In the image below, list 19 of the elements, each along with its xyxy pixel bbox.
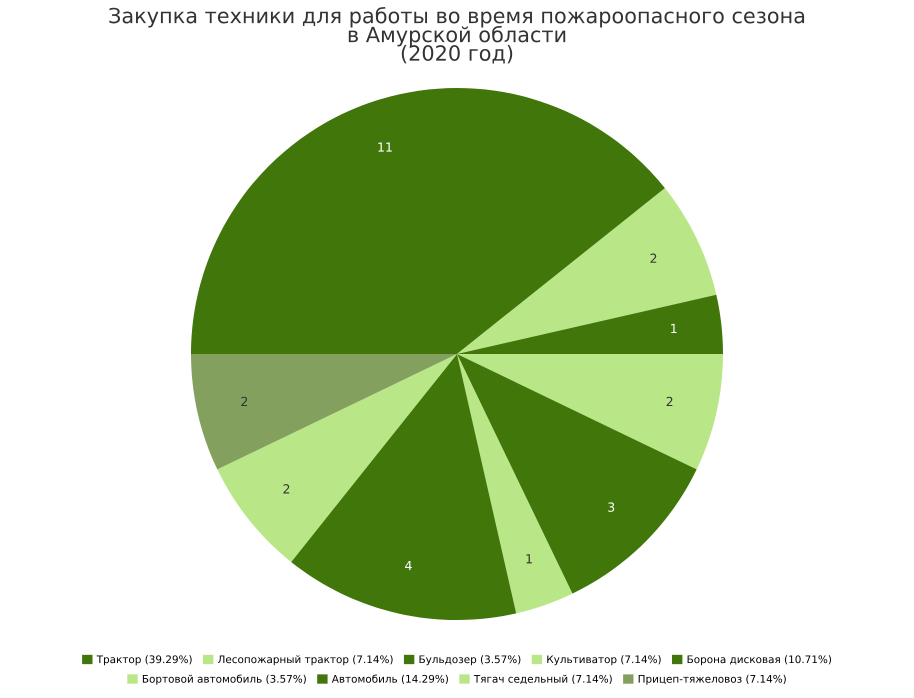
legend-label: Автомобиль (14.29%) <box>332 674 448 684</box>
data-label: 11 <box>378 142 392 152</box>
legend-label: Лесопожарный трактор (7.14%) <box>218 655 393 666</box>
legend-label: Бортовой автомобиль (3.57%) <box>142 674 306 685</box>
legend-label: Прицеп-тяжеловоз (7.14%) <box>638 674 786 685</box>
data-label: 1 <box>671 324 677 334</box>
data-label: 2 <box>283 484 290 494</box>
data-label: 4 <box>405 560 412 570</box>
legend-label: Культиватор (7.14%) <box>547 655 661 666</box>
legend-label: Трактор (39.29%) <box>96 655 192 666</box>
data-label: 2 <box>666 396 672 406</box>
data-label: 2 <box>241 396 248 406</box>
chart-title: Закупка техники для работы во время пожароопасного сезона в Амурской области (2020 год) <box>109 6 804 64</box>
data-label: 2 <box>650 254 656 263</box>
legend-label: Бульдозер (3.57%) <box>420 655 520 666</box>
data-label: 3 <box>608 502 614 512</box>
legend-label: Борона дисковая (10.71%) <box>688 655 832 666</box>
data-label: 1 <box>526 554 532 564</box>
legend-label: Тягач седельный (7.14%) <box>474 674 612 684</box>
